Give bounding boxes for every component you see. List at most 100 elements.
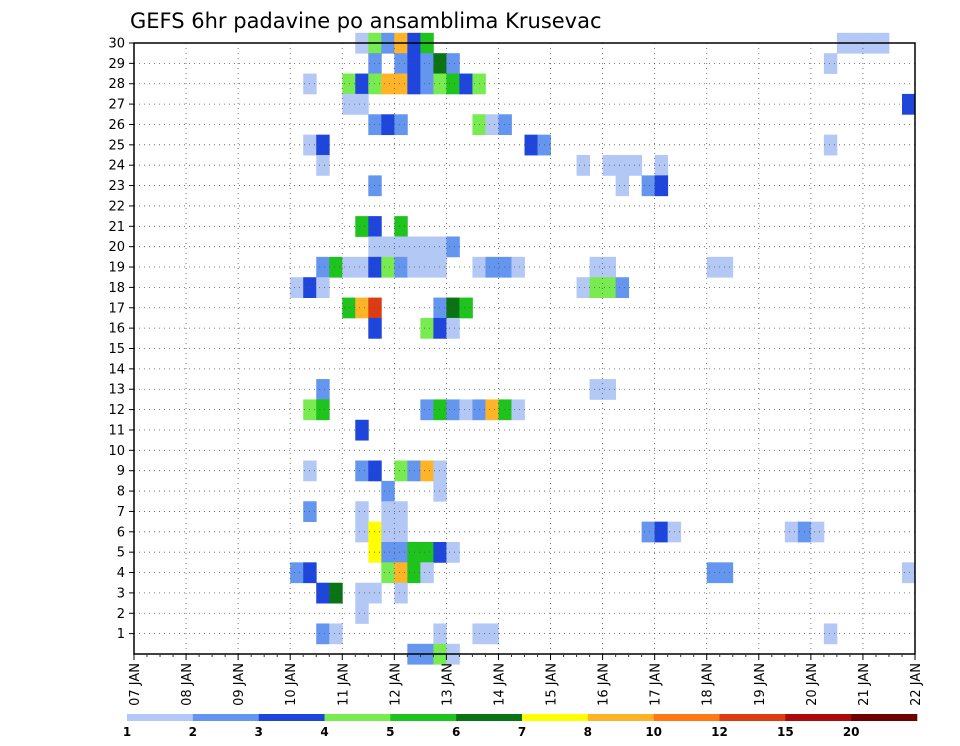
heatmap-cell	[368, 236, 382, 258]
heatmap-cell	[485, 399, 499, 421]
heatmap-cell	[654, 155, 669, 176]
heatmap-cell	[641, 521, 656, 543]
y-tick-label: 17	[108, 301, 125, 316]
heatmap-cell	[368, 541, 382, 563]
heatmap-cell	[381, 114, 395, 136]
heatmap-cell	[355, 501, 369, 523]
heatmap-cell	[446, 317, 460, 339]
y-tick-label: 15	[108, 342, 125, 357]
y-tick-label: 1	[117, 627, 125, 642]
heatmap-cell	[368, 175, 382, 197]
heatmap-cell	[394, 73, 408, 95]
legend-label: 5	[386, 725, 394, 739]
heatmap-cell	[316, 399, 330, 421]
heatmap-cell	[316, 134, 330, 156]
heatmap-cell	[433, 53, 447, 74]
heatmap-cell	[381, 256, 395, 278]
heatmap-cell	[355, 460, 369, 482]
heatmap-cell	[589, 277, 603, 298]
heatmap-cell	[394, 53, 408, 74]
heatmap-cell	[823, 53, 838, 74]
heatmap-cell	[394, 216, 408, 237]
y-tick-label: 28	[108, 77, 125, 92]
y-tick-label: 13	[108, 383, 125, 398]
x-tick-label: 10 JAN	[284, 663, 299, 706]
x-tick-label: 12 JAN	[388, 663, 403, 706]
heatmap-cell	[446, 73, 460, 95]
heatmap-cell	[654, 175, 669, 197]
heatmap-cell	[381, 501, 395, 523]
legend-label: 3	[254, 725, 262, 739]
y-tick-label: 16	[108, 322, 125, 337]
heatmap-cell	[433, 297, 447, 319]
y-tick-label: 10	[108, 444, 125, 459]
heatmap-cell	[381, 562, 395, 584]
legend-swatch	[653, 714, 720, 721]
heatmap-cell	[381, 480, 395, 502]
heatmap-cell	[342, 297, 356, 319]
heatmap-cell	[576, 277, 590, 298]
heatmap-cell	[290, 277, 304, 298]
heatmap-cell	[459, 73, 473, 95]
heatmap-cell	[368, 114, 382, 136]
heatmap-cell	[420, 562, 434, 584]
y-tick-label: 2	[117, 607, 125, 622]
y-tick-label: 25	[108, 138, 125, 153]
heatmap-cell	[368, 460, 382, 482]
heatmap-cell	[420, 541, 434, 563]
heatmap-cell	[316, 623, 330, 645]
legend-swatch	[785, 714, 852, 721]
x-tick-label: 13 JAN	[440, 663, 455, 706]
y-tick-label: 5	[117, 546, 125, 561]
heatmap-cell	[706, 562, 721, 584]
chart-title: GEFS 6hr padavine po ansamblima Krusevac	[130, 9, 602, 33]
heatmap-cell	[433, 317, 447, 339]
legend-label: 4	[320, 725, 328, 739]
x-tick-label: 09 JAN	[232, 663, 247, 706]
legend-label: 12	[711, 725, 728, 739]
legend-swatch	[258, 714, 325, 721]
heatmap-cell	[394, 236, 408, 258]
heatmap-cell	[394, 114, 408, 136]
heatmap-cell	[810, 521, 825, 543]
legend-label: 20	[843, 725, 860, 739]
y-tick-label: 30	[108, 37, 125, 52]
legend-swatch	[390, 714, 457, 721]
legend-swatch	[456, 714, 523, 721]
heatmap-cell	[394, 501, 408, 523]
heatmap-cell	[329, 582, 343, 604]
heatmap-cell	[706, 256, 721, 278]
x-tick-label: 14 JAN	[492, 663, 507, 706]
heatmap-cell	[589, 379, 603, 400]
heatmap-cell	[459, 297, 473, 319]
x-tick-label: 17 JAN	[649, 663, 664, 706]
heatmap-cell	[394, 582, 408, 604]
heatmap-cell	[368, 216, 382, 237]
y-tick-label: 22	[108, 199, 125, 214]
heatmap-cell	[381, 521, 395, 543]
heatmap-cell	[511, 399, 525, 421]
heatmap-cell	[446, 236, 460, 258]
x-tick-label: 07 JAN	[128, 663, 143, 706]
legend-swatch	[587, 714, 654, 721]
y-tick-label: 20	[108, 240, 125, 255]
legend-swatch	[851, 714, 918, 721]
heatmap-cell	[329, 256, 343, 278]
heatmap-cell	[615, 155, 630, 176]
y-tick-label: 3	[117, 586, 125, 601]
y-tick-label: 14	[108, 362, 125, 377]
heatmap-cell	[420, 256, 434, 278]
heatmap-cell	[355, 93, 369, 115]
x-tick-label: 18 JAN	[701, 663, 716, 706]
heatmap-cell	[420, 317, 434, 339]
heatmap-cell	[719, 256, 734, 278]
heatmap-cell	[823, 134, 838, 156]
heatmap-cell	[446, 399, 460, 421]
heatmap-cell	[381, 236, 395, 258]
heatmap-cell	[368, 73, 382, 95]
legend-label: 6	[452, 725, 460, 739]
cells-layer	[290, 32, 916, 665]
heatmap-cell	[524, 134, 538, 156]
x-tick-label: 15 JAN	[545, 663, 560, 706]
